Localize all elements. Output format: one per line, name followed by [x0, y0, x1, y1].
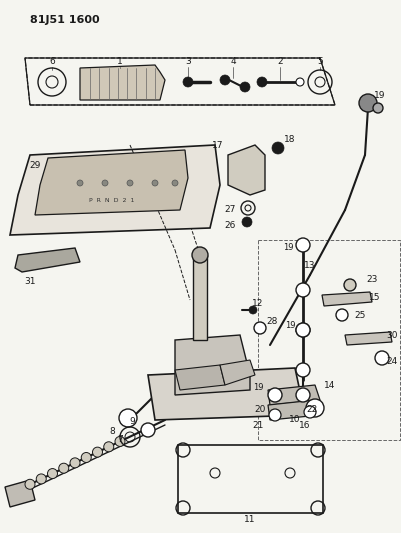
Circle shape	[253, 322, 265, 334]
Text: 30: 30	[385, 332, 397, 341]
Text: 10: 10	[289, 416, 300, 424]
Circle shape	[103, 442, 113, 452]
Text: 13: 13	[304, 261, 315, 270]
Text: 26: 26	[224, 221, 235, 230]
Circle shape	[70, 458, 80, 468]
Circle shape	[295, 323, 309, 337]
Circle shape	[335, 309, 347, 321]
Circle shape	[47, 469, 57, 479]
Circle shape	[36, 474, 46, 484]
Text: 11: 11	[244, 515, 255, 524]
Text: P  R  N  D  2  1: P R N D 2 1	[89, 198, 134, 203]
Polygon shape	[80, 65, 164, 100]
Text: 27: 27	[224, 206, 235, 214]
Polygon shape	[174, 365, 225, 390]
Circle shape	[295, 78, 303, 86]
Circle shape	[182, 77, 192, 87]
Circle shape	[119, 409, 137, 427]
Circle shape	[358, 94, 376, 112]
Circle shape	[295, 283, 309, 297]
Text: 5: 5	[316, 58, 322, 67]
Circle shape	[77, 180, 83, 186]
Polygon shape	[174, 335, 249, 395]
Polygon shape	[148, 368, 304, 420]
Polygon shape	[10, 145, 219, 235]
Text: 6: 6	[49, 58, 55, 67]
Circle shape	[81, 453, 91, 463]
Text: 20: 20	[254, 406, 265, 415]
Polygon shape	[227, 145, 264, 195]
Circle shape	[295, 323, 309, 337]
Text: 7: 7	[117, 435, 123, 445]
Circle shape	[192, 247, 207, 263]
Text: 81J51 1600: 81J51 1600	[30, 15, 99, 25]
Circle shape	[267, 388, 281, 402]
Text: 19: 19	[373, 91, 385, 100]
Circle shape	[271, 142, 283, 154]
Polygon shape	[267, 385, 319, 405]
Circle shape	[219, 75, 229, 85]
Polygon shape	[15, 248, 80, 272]
Bar	[178, 445, 322, 513]
Polygon shape	[5, 480, 35, 507]
Circle shape	[239, 82, 249, 92]
Text: 17: 17	[212, 141, 223, 149]
Circle shape	[115, 437, 125, 447]
Circle shape	[92, 447, 102, 457]
Circle shape	[172, 180, 178, 186]
Polygon shape	[35, 150, 188, 215]
Circle shape	[59, 463, 69, 473]
Circle shape	[303, 406, 315, 418]
Text: 21: 21	[252, 421, 263, 430]
Text: 1: 1	[117, 58, 123, 67]
Polygon shape	[344, 332, 391, 345]
Text: 31: 31	[24, 278, 36, 287]
Circle shape	[241, 217, 251, 227]
Circle shape	[268, 409, 280, 421]
Circle shape	[152, 180, 158, 186]
Circle shape	[25, 479, 35, 489]
Polygon shape	[219, 360, 254, 385]
Text: 2: 2	[277, 58, 282, 67]
Polygon shape	[267, 400, 319, 420]
Text: 15: 15	[369, 294, 380, 303]
Circle shape	[141, 423, 155, 437]
Text: 19: 19	[282, 244, 292, 253]
Circle shape	[374, 351, 388, 365]
Text: 8: 8	[109, 427, 115, 437]
Text: 16: 16	[298, 421, 310, 430]
Text: 12: 12	[252, 298, 263, 308]
Text: 4: 4	[230, 58, 235, 67]
Bar	[192, 255, 207, 340]
Circle shape	[295, 388, 309, 402]
Text: 19: 19	[252, 384, 263, 392]
Text: 23: 23	[365, 276, 377, 285]
Circle shape	[295, 238, 309, 252]
Circle shape	[102, 180, 108, 186]
Text: 22: 22	[306, 406, 317, 415]
Text: 24: 24	[385, 358, 397, 367]
Text: 14: 14	[324, 381, 335, 390]
Circle shape	[372, 103, 382, 113]
Text: 18: 18	[284, 135, 295, 144]
Polygon shape	[321, 292, 371, 306]
Text: 28: 28	[265, 318, 277, 327]
Circle shape	[256, 77, 266, 87]
Circle shape	[127, 180, 133, 186]
Circle shape	[305, 399, 323, 417]
Text: 9: 9	[129, 417, 135, 426]
Circle shape	[295, 363, 309, 377]
Text: 3: 3	[185, 58, 190, 67]
Text: 19: 19	[284, 320, 294, 329]
Circle shape	[248, 306, 256, 314]
Text: 29: 29	[29, 160, 40, 169]
Circle shape	[343, 279, 355, 291]
Text: 25: 25	[353, 311, 365, 319]
